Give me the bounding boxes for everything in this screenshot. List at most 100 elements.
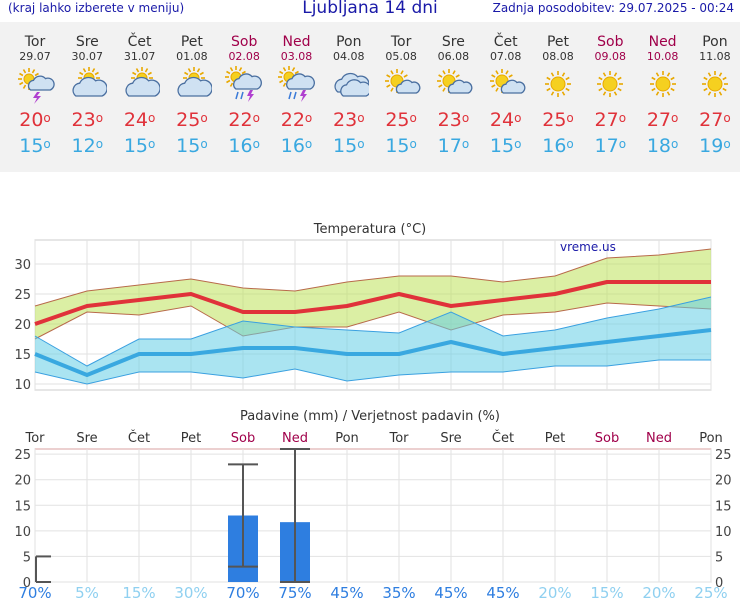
sun-cloud-icon xyxy=(114,66,166,106)
max-temp: 20o xyxy=(19,109,51,131)
max-temp: 27o xyxy=(699,109,731,131)
y-tick-label: 5 xyxy=(23,550,31,565)
min-temp: 16o xyxy=(228,135,260,157)
day-date: 29.07 xyxy=(19,50,51,63)
sun-cloud-rain-thunder-icon xyxy=(271,66,323,106)
x-tick-label: Sob xyxy=(231,431,255,446)
forecast-day: Čet 07.08 24o 15o xyxy=(480,22,532,160)
x-tick-label: Sre xyxy=(76,431,97,446)
x-tick-label: Pet xyxy=(545,431,565,446)
last-update: Zadnja posodobitev: 29.07.2025 - 00:24 xyxy=(492,1,734,15)
x-tick-label: Pon xyxy=(335,431,359,446)
forecast-day: Tor 29.07 20o 15o xyxy=(9,22,61,160)
y-tick-label-right: 15 xyxy=(715,499,732,514)
chart-title: Padavine (mm) / Verjetnost padavin (%) xyxy=(240,409,500,424)
day-name: Čet xyxy=(127,34,152,50)
y-tick-label: 15 xyxy=(14,499,31,514)
min-temp: 15o xyxy=(489,135,522,157)
forecast-day: Tor 05.08 25o 15o xyxy=(375,22,427,160)
y-tick-label-right: 10 xyxy=(715,525,732,540)
day-date: 05.08 xyxy=(385,50,417,63)
forecast-day: Pon 11.08 27o 19o xyxy=(689,22,740,160)
probability-label: 45% xyxy=(330,584,363,600)
location-menu-hint[interactable]: (kraj lahko izberete v meniju) xyxy=(8,1,185,15)
min-temp: 19o xyxy=(699,135,731,157)
max-temp-line xyxy=(34,280,711,326)
forecast-day: Pon 04.08 23o 15o xyxy=(323,22,375,160)
sun-cloud-icon xyxy=(61,66,113,106)
forecast-day: Pet 01.08 25o 15o xyxy=(166,22,218,160)
y-tick-label: 0 xyxy=(23,576,31,591)
sun-icon xyxy=(532,66,584,106)
y-tick-label: 25 xyxy=(14,288,31,303)
band-lower-line xyxy=(34,359,711,385)
x-tick-label: Pon xyxy=(699,431,723,446)
band-upper-line xyxy=(34,296,712,367)
max-temp: 25o xyxy=(542,109,574,131)
min-temp: 15o xyxy=(385,135,417,157)
page-header: (kraj lahko izberete v meniju) Ljubljana… xyxy=(0,0,740,22)
y-tick-label-right: 0 xyxy=(715,576,723,591)
y-tick-label: 20 xyxy=(14,318,31,333)
sun-small-cloud-icon xyxy=(480,66,532,106)
day-date: 01.08 xyxy=(176,50,208,63)
min-temp: 15o xyxy=(333,135,365,157)
probability-label: 70% xyxy=(18,584,51,600)
y-tick-label: 30 xyxy=(14,258,31,273)
forecast-day: Pet 08.08 25o 16o xyxy=(532,22,584,160)
min-temp: 17o xyxy=(437,135,470,157)
min-temp: 12o xyxy=(71,135,104,157)
x-tick-label: Čet xyxy=(492,430,514,446)
forecast-day: Sob 09.08 27o 17o xyxy=(584,22,636,160)
day-date: 04.08 xyxy=(333,50,365,63)
max-temp: 24o xyxy=(489,109,522,131)
chart-title: Temperatura (°C) xyxy=(313,222,426,237)
max-temp: 24o xyxy=(123,109,156,131)
day-date: 06.08 xyxy=(437,50,470,63)
max-temp: 25o xyxy=(176,109,208,131)
max-temp-band xyxy=(35,249,711,339)
day-name: Pon xyxy=(336,34,362,50)
sun-cloud-rain-thunder-icon xyxy=(218,66,270,106)
x-tick-label: Čet xyxy=(128,430,150,446)
max-temp: 23o xyxy=(333,109,365,131)
day-name: Sob xyxy=(597,34,624,50)
day-name: Pet xyxy=(180,34,203,50)
y-tick-label: 20 xyxy=(14,474,31,489)
forecast-day: Sob 02.08 22o 16o xyxy=(218,22,270,160)
probability-label: 30% xyxy=(174,584,207,600)
sun-icon xyxy=(584,66,636,106)
probability-label: 20% xyxy=(538,584,571,600)
y-tick-label-right: 5 xyxy=(715,550,723,565)
probability-label: 5% xyxy=(75,584,99,600)
y-tick-label: 15 xyxy=(14,348,31,363)
min-temp: 15o xyxy=(19,135,51,157)
day-name: Čet xyxy=(493,34,518,50)
probability-label: 25% xyxy=(694,584,727,600)
sun-icon xyxy=(689,66,740,106)
plot-area xyxy=(34,448,712,583)
forecast-day: Ned 10.08 27o 18o xyxy=(637,22,689,160)
min-temp: 18o xyxy=(646,135,679,157)
sun-icon xyxy=(637,66,689,106)
day-name: Ned xyxy=(648,34,677,50)
day-name: Sob xyxy=(231,34,258,50)
day-date: 11.08 xyxy=(699,50,731,63)
page-title: Ljubljana 14 dni xyxy=(302,0,438,18)
min-temp: 17o xyxy=(594,135,627,157)
max-temp: 23o xyxy=(437,109,470,131)
band-lower-line xyxy=(34,302,712,340)
probability-label: 45% xyxy=(434,584,467,600)
y-tick-label: 10 xyxy=(14,525,31,540)
max-temp: 22o xyxy=(280,109,313,131)
day-name: Pet xyxy=(546,34,570,50)
forecast-day: Čet 31.07 24o 15o xyxy=(114,22,166,160)
day-name: Sre xyxy=(441,34,465,50)
x-tick-label: Tor xyxy=(24,431,45,446)
probability-label: 15% xyxy=(590,584,623,600)
max-temp: 27o xyxy=(594,109,627,131)
x-tick-label: Ned xyxy=(282,431,308,446)
probability-label: 15% xyxy=(122,584,155,600)
x-tick-label: Pet xyxy=(181,431,201,446)
max-temp: 27o xyxy=(646,109,679,131)
